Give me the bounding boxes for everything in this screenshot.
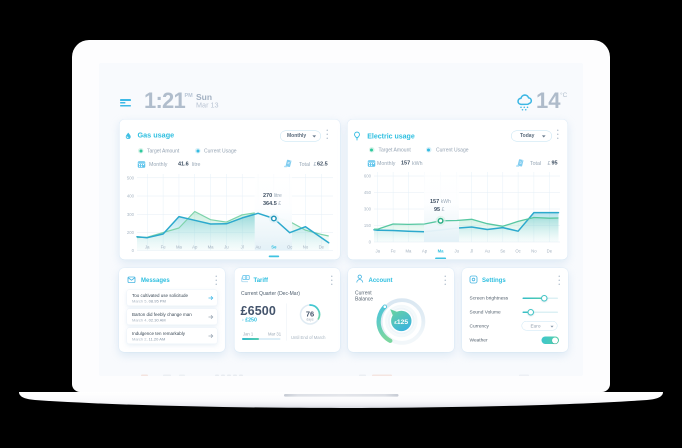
svg-text:157 kWh: 157 kWh	[430, 199, 451, 205]
svg-text:600: 600	[364, 174, 372, 179]
svg-text:Ma: Ma	[176, 245, 183, 250]
svg-text:£125: £125	[394, 319, 408, 326]
svg-text:300: 300	[127, 212, 135, 217]
svg-text:Ma: Ma	[405, 249, 412, 254]
svg-text:days: days	[306, 318, 313, 322]
svg-text:Ju: Ju	[224, 245, 229, 250]
svg-text:Oc: Oc	[515, 249, 521, 254]
svg-text:270 litre: 270 litre	[263, 193, 282, 199]
svg-text:Ap: Ap	[422, 249, 428, 254]
svg-text:400: 400	[127, 194, 135, 199]
svg-text:0: 0	[132, 248, 135, 253]
svg-text:Ju: Ju	[455, 249, 460, 254]
svg-text:0: 0	[369, 240, 372, 245]
svg-text:Oc: Oc	[287, 245, 293, 250]
svg-text:No: No	[303, 245, 309, 250]
svg-text:450: 450	[364, 190, 372, 195]
svg-text:Ja: Ja	[375, 249, 380, 254]
svg-text:Se: Se	[500, 249, 506, 254]
svg-text:95 £: 95 £	[434, 207, 445, 213]
svg-text:Fe: Fe	[161, 245, 167, 250]
svg-text:Fe: Fe	[391, 249, 397, 254]
svg-text:150: 150	[364, 223, 372, 228]
svg-text:Se: Se	[271, 245, 277, 250]
svg-text:300: 300	[364, 207, 372, 212]
svg-text:364.5 £: 364.5 £	[263, 201, 281, 207]
svg-text:Au: Au	[255, 245, 261, 250]
svg-text:Jl: Jl	[470, 249, 473, 254]
svg-text:De: De	[547, 249, 553, 254]
svg-text:Ma: Ma	[208, 245, 215, 250]
svg-text:Au: Au	[485, 249, 491, 254]
svg-text:No: No	[531, 249, 537, 254]
svg-text:200: 200	[127, 230, 135, 235]
svg-text:500: 500	[127, 175, 135, 180]
svg-text:76: 76	[306, 309, 314, 318]
svg-text:De: De	[319, 245, 325, 250]
svg-text:Jl: Jl	[241, 245, 244, 250]
svg-text:Ap: Ap	[192, 245, 198, 250]
svg-text:Ma: Ma	[438, 249, 445, 254]
svg-text:Ja: Ja	[145, 245, 150, 250]
